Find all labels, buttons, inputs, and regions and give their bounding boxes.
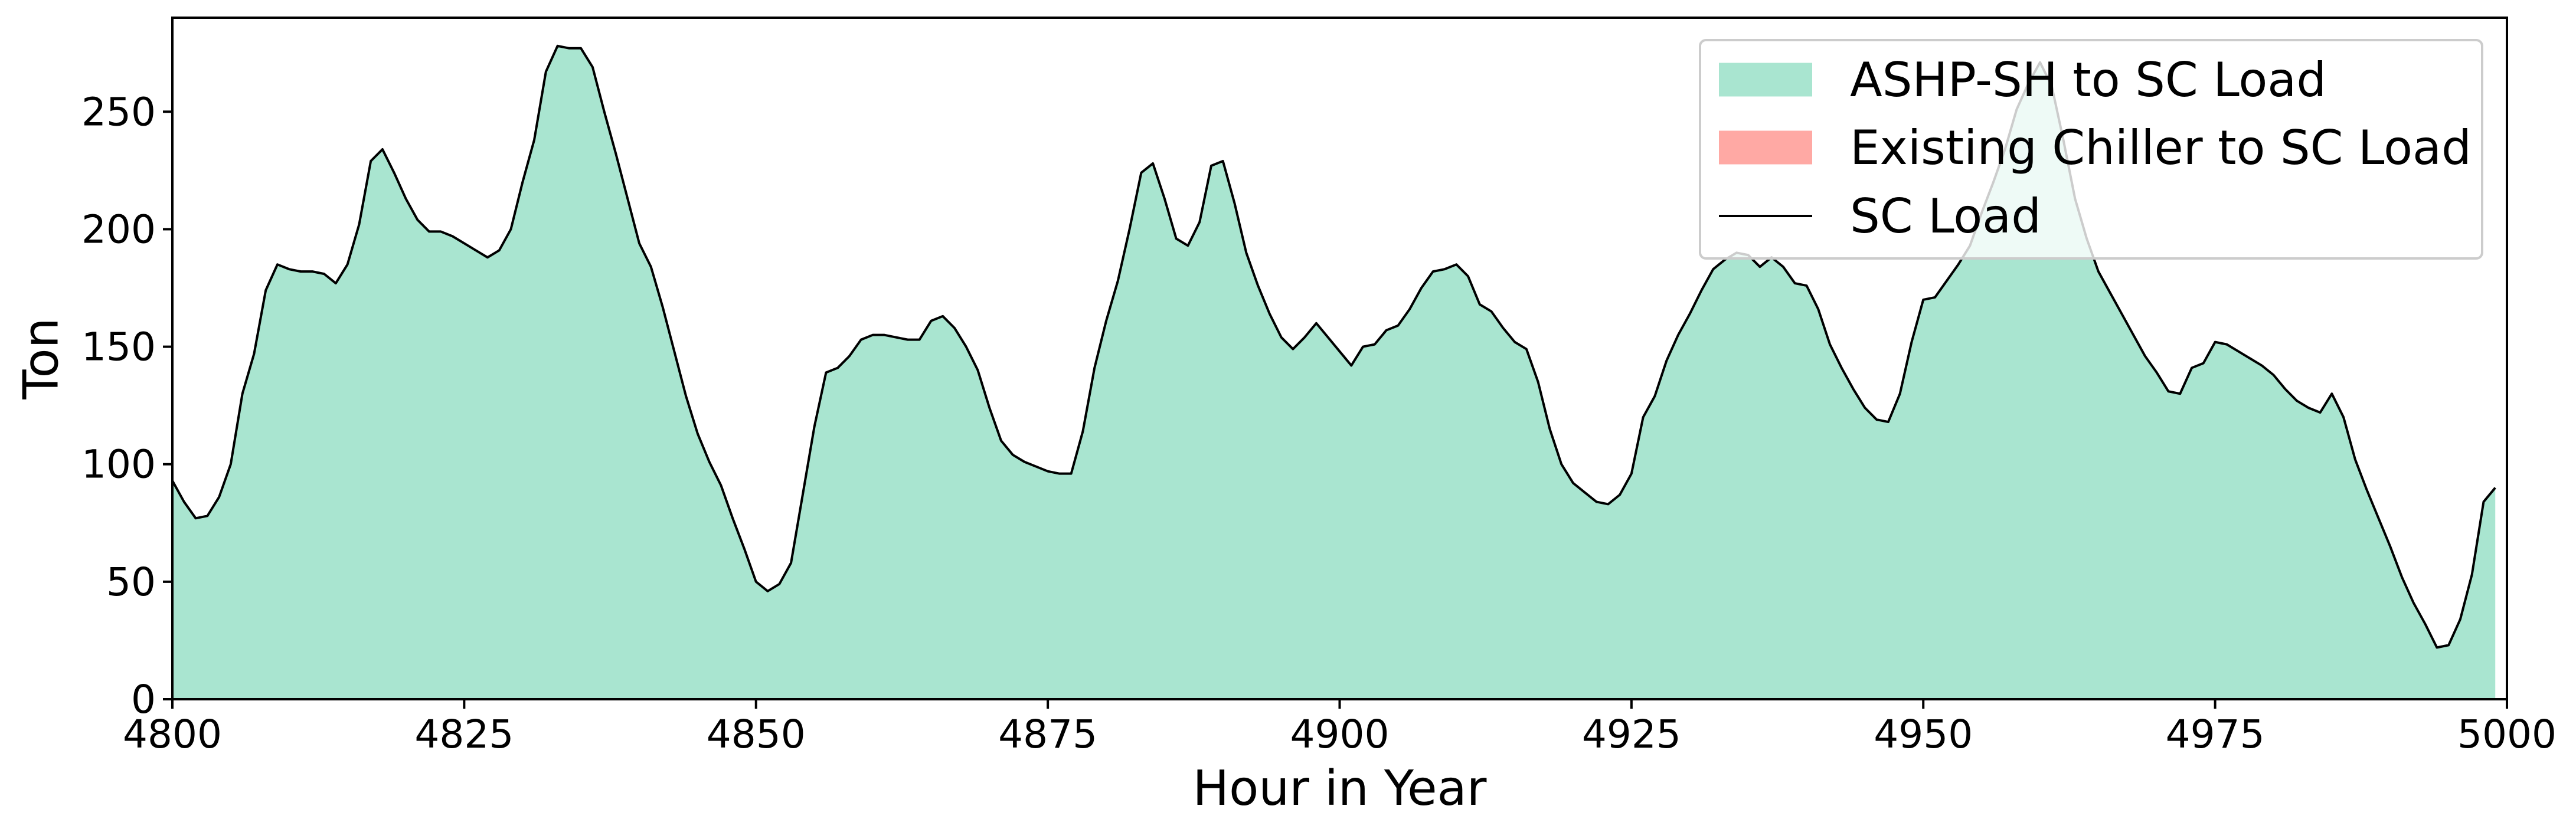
legend-label-sc-load: SC Load [1850,189,2041,244]
y-tick-label: 0 [131,677,156,722]
legend: ASHP-SH to SC Load Existing Chiller to S… [1699,39,2483,260]
x-tick-label: 4800 [123,712,222,757]
x-tick-label: 4925 [1582,712,1681,757]
y-tick-label: 50 [106,559,156,605]
areas-layer [172,45,2496,700]
legend-swatch-existing-chiller [1719,130,1812,165]
y-tick-label: 250 [81,89,156,135]
x-tick-label: 4950 [1874,712,1973,757]
y-axis-title: Ton [14,317,70,399]
legend-label-existing-chiller: Existing Chiller to SC Load [1850,120,2472,175]
area-series-0 [172,45,2496,700]
y-tick-label: 200 [81,207,156,252]
y-tick-label: 100 [81,442,156,487]
x-tick-label: 5000 [2457,712,2557,757]
y-tick-label: 150 [81,325,156,370]
legend-box [1699,39,2483,260]
x-tick-label: 4825 [414,712,514,757]
ticks-layer: 4800 4825 4850 4875 4900 4925 4950 4975 5000 0 50 1… [81,89,2557,757]
legend-swatch-ashp [1719,63,1812,97]
x-tick-label: 4850 [707,712,806,757]
lines-layer [171,44,2496,649]
legend-label-ashp: ASHP-SH to SC Load [1850,53,2326,107]
x-tick-label: 4875 [998,712,1097,757]
x-axis-title: Hour in Year [1192,761,1486,817]
x-tick-label: 4900 [1290,712,1390,757]
x-tick-label: 4975 [2166,712,2265,757]
line-series-sc-load [171,44,2496,649]
